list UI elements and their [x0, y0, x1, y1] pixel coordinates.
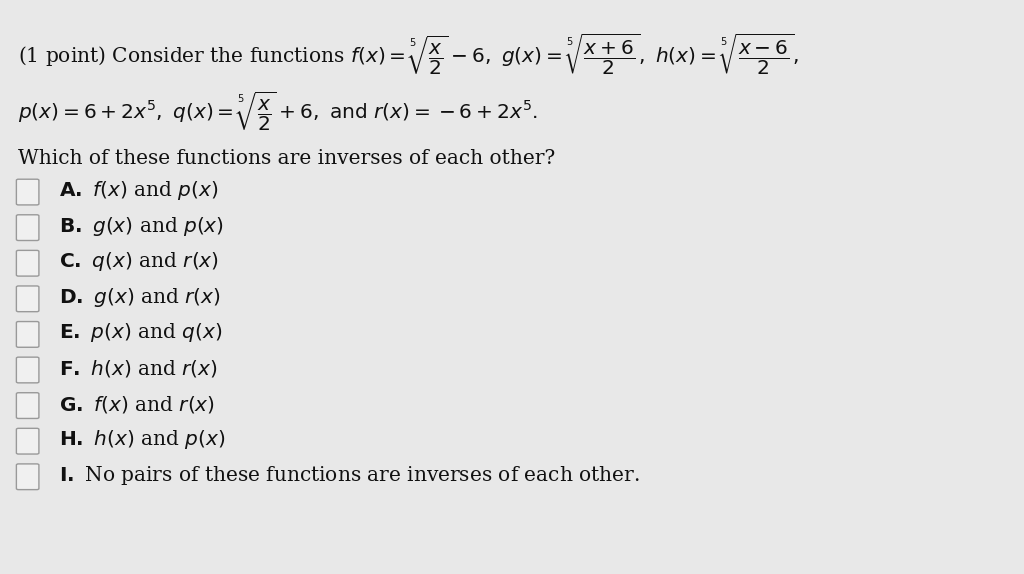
- Text: $\mathbf{I.}$ No pairs of these functions are inverses of each other.: $\mathbf{I.}$ No pairs of these function…: [59, 464, 640, 487]
- Text: $\mathbf{B.}$ $g(x)$ and $p(x)$: $\mathbf{B.}$ $g(x)$ and $p(x)$: [59, 215, 224, 238]
- FancyBboxPatch shape: [16, 393, 39, 418]
- Text: $\mathbf{C.}$ $q(x)$ and $r(x)$: $\mathbf{C.}$ $q(x)$ and $r(x)$: [59, 250, 219, 273]
- FancyBboxPatch shape: [16, 250, 39, 276]
- Text: $\mathbf{F.}$ $h(x)$ and $r(x)$: $\mathbf{F.}$ $h(x)$ and $r(x)$: [59, 358, 218, 379]
- FancyBboxPatch shape: [16, 215, 39, 241]
- FancyBboxPatch shape: [16, 321, 39, 347]
- FancyBboxPatch shape: [16, 179, 39, 205]
- Text: $\mathbf{G.}$ $f(x)$ and $r(x)$: $\mathbf{G.}$ $f(x)$ and $r(x)$: [59, 394, 215, 414]
- Text: $\mathbf{E.}$ $p(x)$ and $q(x)$: $\mathbf{E.}$ $p(x)$ and $q(x)$: [59, 321, 223, 344]
- FancyBboxPatch shape: [16, 357, 39, 383]
- Text: $\mathbf{D.}$ $g(x)$ and $r(x)$: $\mathbf{D.}$ $g(x)$ and $r(x)$: [59, 286, 221, 309]
- FancyBboxPatch shape: [16, 428, 39, 454]
- Text: Which of these functions are inverses of each other?: Which of these functions are inverses of…: [18, 149, 556, 168]
- FancyBboxPatch shape: [16, 286, 39, 312]
- Text: $p(x) = 6 + 2x^5,\ q(x) = \sqrt[5]{\dfrac{x}{2}} + 6,\ \mathrm{and}\ r(x) = -6 +: $p(x) = 6 + 2x^5,\ q(x) = \sqrt[5]{\dfra…: [18, 89, 539, 133]
- FancyBboxPatch shape: [16, 464, 39, 490]
- Text: (1 point) Consider the functions $f(x) = \sqrt[5]{\dfrac{x}{2}} - 6,\ g(x) = \sq: (1 point) Consider the functions $f(x) =…: [18, 32, 800, 77]
- Text: $\mathbf{H.}$ $h(x)$ and $p(x)$: $\mathbf{H.}$ $h(x)$ and $p(x)$: [59, 428, 226, 451]
- Text: $\mathbf{A.}$ $f(x)$ and $p(x)$: $\mathbf{A.}$ $f(x)$ and $p(x)$: [59, 179, 219, 202]
